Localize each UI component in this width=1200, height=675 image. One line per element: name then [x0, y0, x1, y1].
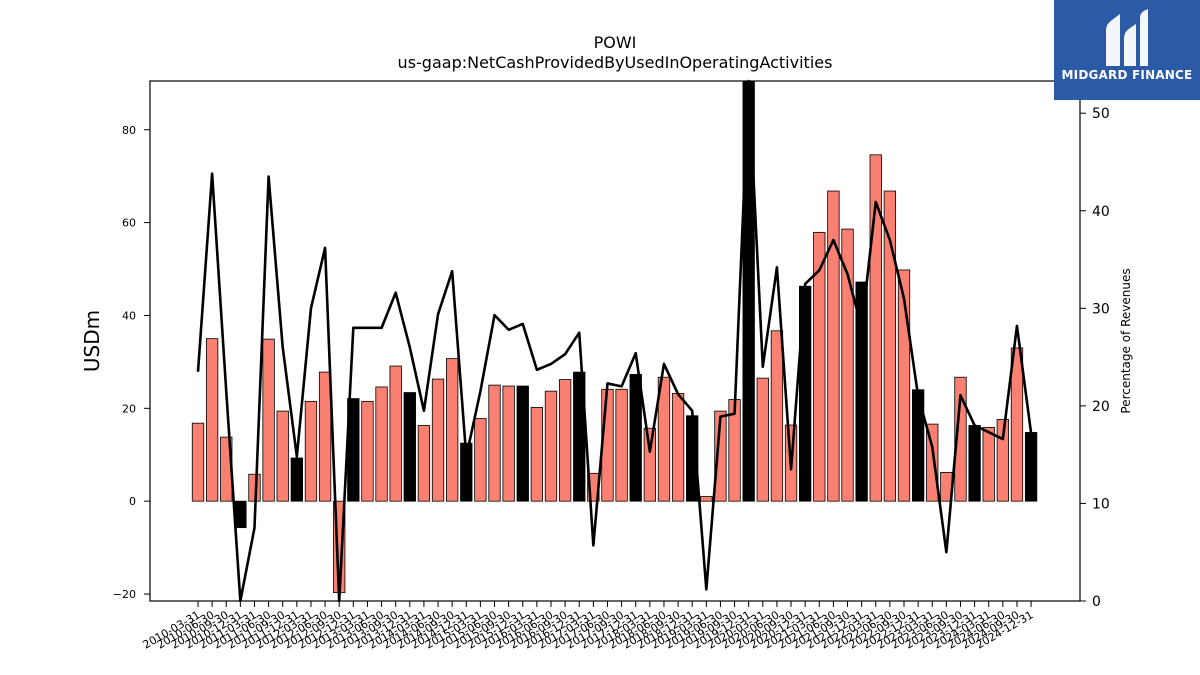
bar-2021-06-30: [827, 190, 840, 502]
bar-2015-06-30: [488, 384, 501, 502]
bar-2024-12-31: [1024, 432, 1038, 502]
bar-2013-12-31: [403, 392, 416, 502]
bar-2017-09-30: [615, 388, 628, 502]
y-tick-label: −20: [113, 588, 136, 601]
bar-2015-12-31: [516, 385, 529, 502]
logo-text: MIDGARD FINANCE: [1061, 68, 1193, 82]
brand-logo: MIDGARD FINANCE: [1054, 0, 1200, 100]
y2-tick-label: 50: [1092, 106, 1110, 122]
y2-axis-label: Percentage of Revenues: [1119, 268, 1133, 413]
bar-2024-03-31: [982, 426, 995, 502]
bar-2011-12-31: [290, 457, 303, 502]
bar-2021-09-30: [841, 228, 854, 502]
bar-2024-06-30: [996, 419, 1009, 502]
bar-2021-12-31: [855, 281, 868, 502]
plot-frame: [149, 80, 1081, 602]
bar-2012-03-31: [304, 400, 318, 502]
percent-of-revenue-line: [196, 79, 1033, 603]
bar-2019-06-30: [714, 410, 727, 502]
y2-tick-label: 10: [1092, 496, 1110, 512]
bar-2020-12-31: [799, 285, 812, 502]
bar-2014-06-30: [431, 378, 445, 502]
bar-2017-12-31: [629, 374, 642, 502]
bar-2015-09-30: [502, 385, 515, 502]
bar-2023-03-31: [926, 423, 939, 502]
y2-tick-label: 40: [1092, 204, 1110, 220]
bar-2013-06-30: [375, 386, 388, 502]
y2-tick-label: 0: [1092, 594, 1101, 610]
y2-tick-label: 20: [1092, 399, 1110, 415]
bar-2010-06-30: [205, 338, 219, 502]
line-series: [196, 79, 1033, 603]
bar-2015-03-31: [474, 418, 487, 502]
bar-2024-09-30: [1010, 347, 1024, 502]
y-tick-label: 60: [122, 217, 136, 230]
bar-2020-06-30: [770, 330, 784, 502]
bar-2016-03-31: [530, 406, 544, 502]
bar-2019-03-31: [700, 496, 713, 502]
y-tick-label: 0: [129, 495, 136, 508]
bar-2018-06-30: [657, 376, 671, 502]
bar-2012-06-30: [318, 371, 332, 502]
chart-subtitle: us-gaap:NetCashProvidedByUsedInOperating…: [398, 53, 833, 72]
bar-2022-03-31: [869, 154, 882, 502]
bar-2011-09-30: [276, 410, 289, 502]
bar-2018-09-30: [671, 393, 685, 502]
bar-2011-06-30: [262, 338, 275, 502]
chart-title: POWI: [594, 33, 637, 52]
bar-2022-09-30: [897, 269, 911, 502]
bar-2013-03-31: [361, 400, 374, 502]
y-axis-label: USDm: [80, 310, 104, 372]
bar-2010-03-31: [191, 422, 205, 502]
bar-2023-09-30: [954, 376, 967, 502]
y-axis-right: 0 10 20 30 40 50: [1080, 106, 1110, 610]
bar-2014-09-30: [446, 358, 459, 502]
bar-2013-09-30: [389, 365, 402, 502]
logo-mark-icon: [1106, 9, 1148, 66]
y-tick-label: 80: [122, 124, 136, 137]
bar-2014-03-31: [417, 425, 431, 502]
y-tick-label: 40: [122, 309, 136, 322]
y-tick-label: 20: [122, 402, 136, 415]
bar-2016-06-30: [544, 390, 558, 502]
bar-2017-06-30: [601, 388, 614, 502]
bar-2021-03-31: [813, 231, 826, 502]
bar-2020-03-31: [756, 377, 769, 502]
x-axis: 2010-03-312010-06-302010-09-302010-12-31…: [141, 601, 1036, 652]
y2-tick-label: 30: [1092, 301, 1110, 317]
bar-2018-03-31: [643, 427, 656, 502]
bar-2016-09-30: [558, 379, 572, 502]
bar-2022-06-30: [883, 190, 897, 502]
bar-2023-12-31: [968, 425, 981, 502]
y-axis-left: −20 0 20 40 60 80: [113, 124, 150, 601]
